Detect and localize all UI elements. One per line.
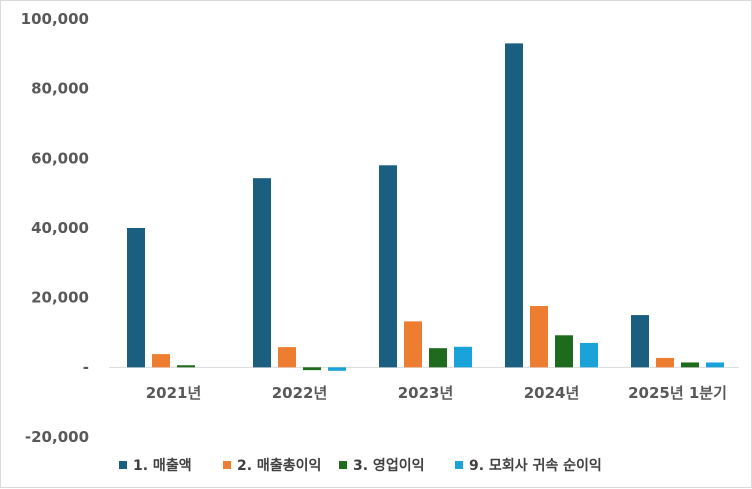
y-tick-label: - (83, 358, 89, 376)
bar-3-3 (429, 348, 447, 368)
bar-3-2 (303, 367, 321, 371)
x-tick-label: 2025년 1분기 (628, 384, 727, 402)
x-tick-label: 2023년 (398, 384, 454, 402)
bar-2-2 (278, 347, 296, 368)
bar-1-3 (379, 165, 397, 368)
bar-3-1 (177, 365, 195, 368)
bar-1-1 (127, 228, 145, 368)
bar-2-5 (656, 357, 674, 368)
x-tick-label: 2022년 (272, 384, 328, 402)
legend-swatch (223, 461, 231, 469)
y-axis-ticks: 100,000 80,000 60,000 40,000 20,000 - -20,000 (21, 10, 89, 446)
bar-3-5 (681, 362, 699, 368)
bar-1-4 (505, 43, 523, 368)
bar-2-4 (530, 306, 548, 368)
y-tick-label: 60,000 (31, 149, 89, 167)
y-tick-label: 80,000 (31, 80, 89, 98)
x-tick-label: 2021년 (146, 384, 202, 402)
y-tick-label: 40,000 (31, 219, 89, 237)
x-axis-labels: 2021년 2022년 2023년 2024년 2025년 1분기 (146, 384, 727, 402)
bar-4-3 (454, 346, 472, 368)
bar-4-2 (328, 367, 346, 371)
bars (127, 43, 724, 371)
legend-swatch (455, 461, 463, 469)
bar-1-5 (631, 315, 649, 368)
bar-3-4 (555, 335, 573, 368)
bar-1-2 (253, 178, 271, 368)
bar-4-4 (580, 342, 598, 368)
legend-label: 2. 매출총이익 (237, 457, 321, 474)
legend: 1. 매출액 2. 매출총이익 3. 영업이익 9. 모회사 귀속 순이익 (119, 457, 602, 474)
legend-label: 1. 매출액 (133, 457, 192, 474)
bar-2-1 (152, 354, 170, 368)
legend-label: 3. 영업이익 (353, 457, 424, 474)
bar-2-3 (404, 321, 422, 368)
legend-swatch (339, 461, 347, 469)
y-tick-label: -20,000 (25, 428, 89, 446)
y-tick-label: 100,000 (21, 10, 89, 28)
bar-4-5 (706, 362, 724, 368)
y-tick-label: 20,000 (31, 289, 89, 307)
legend-swatch (119, 461, 127, 469)
x-tick-label: 2024년 (524, 384, 580, 402)
legend-label: 9. 모회사 귀속 순이익 (469, 457, 602, 474)
